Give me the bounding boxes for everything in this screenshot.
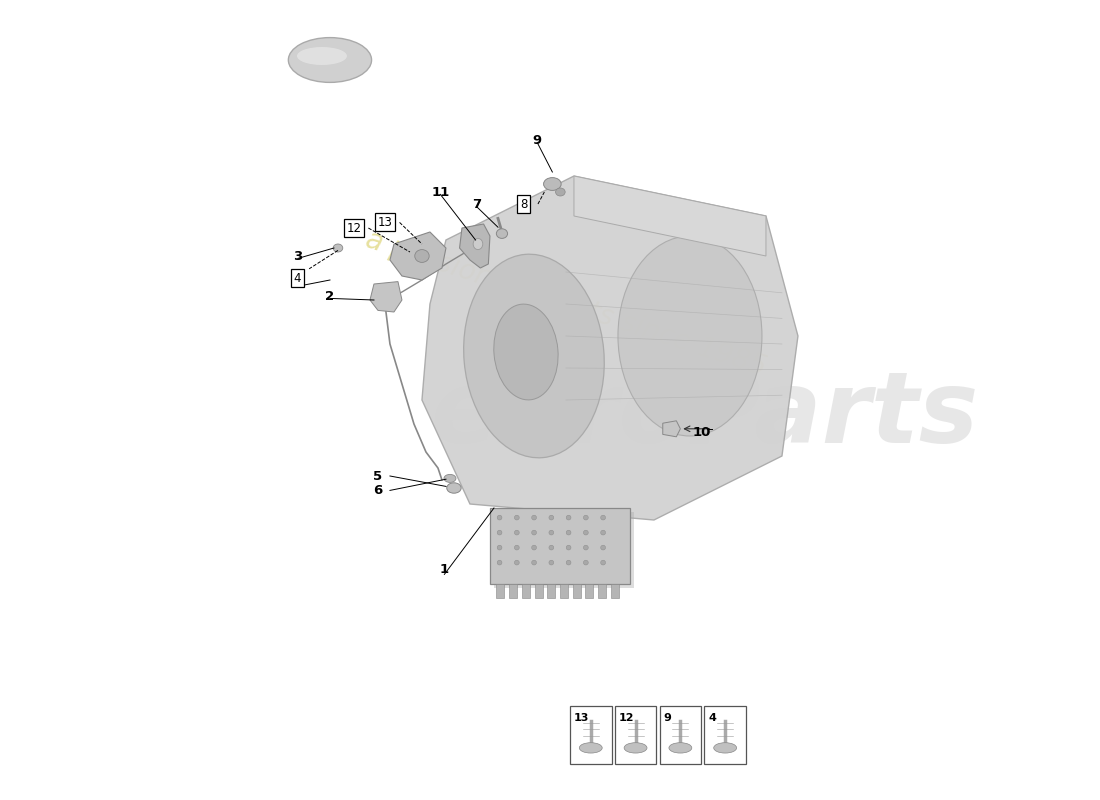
FancyBboxPatch shape xyxy=(535,584,542,598)
Ellipse shape xyxy=(601,515,605,520)
Ellipse shape xyxy=(601,530,605,535)
FancyBboxPatch shape xyxy=(560,584,568,598)
Text: 6: 6 xyxy=(373,484,383,497)
Ellipse shape xyxy=(583,530,588,535)
FancyBboxPatch shape xyxy=(598,584,606,598)
Text: 2: 2 xyxy=(326,290,334,302)
Ellipse shape xyxy=(531,515,537,520)
Ellipse shape xyxy=(549,546,553,550)
Text: 12: 12 xyxy=(346,222,362,234)
Text: 11: 11 xyxy=(431,186,450,198)
Ellipse shape xyxy=(669,742,692,753)
Text: 7: 7 xyxy=(472,198,481,210)
FancyBboxPatch shape xyxy=(615,706,657,764)
FancyBboxPatch shape xyxy=(494,512,634,588)
Ellipse shape xyxy=(497,546,502,550)
Ellipse shape xyxy=(531,546,537,550)
Ellipse shape xyxy=(583,546,588,550)
FancyBboxPatch shape xyxy=(521,584,530,598)
FancyBboxPatch shape xyxy=(490,508,630,584)
Ellipse shape xyxy=(583,515,588,520)
FancyBboxPatch shape xyxy=(547,584,556,598)
Text: 10: 10 xyxy=(693,426,711,438)
Text: 9: 9 xyxy=(663,713,671,723)
Text: 3: 3 xyxy=(294,250,302,262)
Text: 13: 13 xyxy=(377,216,393,229)
Ellipse shape xyxy=(497,530,502,535)
Polygon shape xyxy=(422,176,798,520)
Ellipse shape xyxy=(531,530,537,535)
Ellipse shape xyxy=(549,515,553,520)
FancyBboxPatch shape xyxy=(573,584,581,598)
FancyBboxPatch shape xyxy=(610,584,619,598)
Ellipse shape xyxy=(624,742,647,753)
Ellipse shape xyxy=(618,236,762,436)
Ellipse shape xyxy=(515,546,519,550)
FancyBboxPatch shape xyxy=(585,584,593,598)
Ellipse shape xyxy=(566,546,571,550)
FancyBboxPatch shape xyxy=(509,584,517,598)
FancyBboxPatch shape xyxy=(704,706,746,764)
Ellipse shape xyxy=(515,530,519,535)
Ellipse shape xyxy=(297,47,346,65)
Ellipse shape xyxy=(566,560,571,565)
Text: a passion for parts since 1985: a passion for parts since 1985 xyxy=(362,226,770,382)
Ellipse shape xyxy=(515,515,519,520)
Text: 1: 1 xyxy=(440,563,449,576)
Ellipse shape xyxy=(444,474,456,482)
Ellipse shape xyxy=(549,530,553,535)
Polygon shape xyxy=(663,421,681,437)
Ellipse shape xyxy=(464,254,604,458)
Ellipse shape xyxy=(549,560,553,565)
Polygon shape xyxy=(370,282,402,312)
Polygon shape xyxy=(460,224,490,268)
Text: euroParts: euroParts xyxy=(430,367,978,465)
Ellipse shape xyxy=(496,229,507,238)
Ellipse shape xyxy=(473,238,483,250)
Ellipse shape xyxy=(556,188,565,196)
Ellipse shape xyxy=(415,250,429,262)
Ellipse shape xyxy=(543,178,561,190)
FancyBboxPatch shape xyxy=(570,706,612,764)
Ellipse shape xyxy=(333,244,343,252)
Ellipse shape xyxy=(566,530,571,535)
Ellipse shape xyxy=(531,560,537,565)
Text: 4: 4 xyxy=(708,713,716,723)
FancyBboxPatch shape xyxy=(660,706,701,764)
Text: 13: 13 xyxy=(574,713,590,723)
Polygon shape xyxy=(390,232,446,280)
Polygon shape xyxy=(574,176,766,256)
Ellipse shape xyxy=(288,38,372,82)
Ellipse shape xyxy=(447,482,461,493)
Ellipse shape xyxy=(583,560,588,565)
Ellipse shape xyxy=(580,742,602,753)
Text: 5: 5 xyxy=(373,470,383,482)
Ellipse shape xyxy=(601,546,605,550)
Ellipse shape xyxy=(497,515,502,520)
Text: 8: 8 xyxy=(520,198,527,210)
Ellipse shape xyxy=(714,742,737,753)
Ellipse shape xyxy=(566,515,571,520)
Ellipse shape xyxy=(601,560,605,565)
Ellipse shape xyxy=(494,304,558,400)
Text: 4: 4 xyxy=(294,272,301,285)
FancyBboxPatch shape xyxy=(496,584,505,598)
Ellipse shape xyxy=(515,560,519,565)
Text: 12: 12 xyxy=(619,713,635,723)
Ellipse shape xyxy=(497,560,502,565)
Text: 9: 9 xyxy=(532,134,541,146)
